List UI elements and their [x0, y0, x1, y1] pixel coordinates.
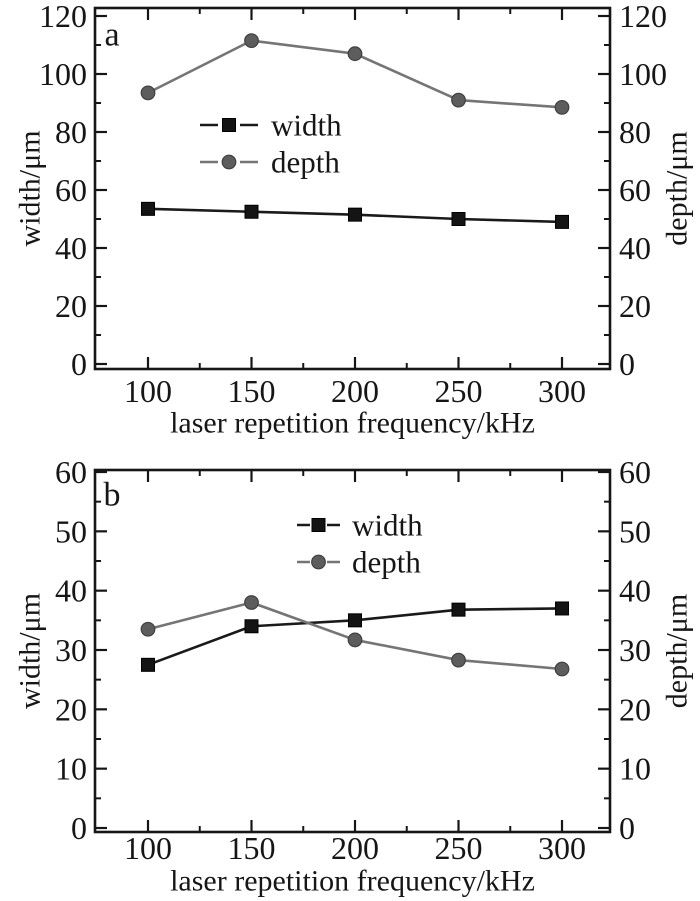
marker-depth [140, 85, 156, 101]
y-tick-label-left: 30 [55, 632, 87, 668]
marker-width [244, 619, 259, 634]
legend-marker-depth [221, 154, 237, 170]
legend-label-depth: depth [271, 145, 340, 180]
legend-marker-depth [311, 554, 326, 570]
marker-depth [347, 46, 363, 62]
y-tick-label-right: 40 [619, 230, 651, 266]
y-tick-label-left: 100 [39, 56, 87, 92]
y-tick-label-left: 50 [55, 513, 87, 549]
x-tick-label: 250 [435, 830, 483, 866]
y-axis-title-right: depth/μm [661, 131, 694, 245]
y-tick-label-left: 120 [39, 2, 87, 34]
x-tick-label: 150 [228, 373, 276, 409]
legend-marker-width [222, 118, 236, 132]
x-tick-label: 150 [228, 830, 276, 866]
y-tick-label-right: 30 [619, 632, 651, 668]
y-tick-label-right: 40 [619, 573, 651, 609]
y-tick-label-left: 10 [55, 751, 87, 787]
x-tick-label: 300 [538, 373, 586, 409]
y-tick-label-left: 40 [55, 230, 87, 266]
x-tick-label: 200 [331, 373, 379, 409]
y-axis-title-right: depth/μm [661, 594, 694, 708]
marker-width [244, 204, 259, 219]
marker-width [348, 613, 362, 628]
y-tick-label-right: 0 [619, 346, 635, 382]
y-tick-label-right: 80 [619, 114, 651, 150]
y-tick-label-left: 0 [71, 346, 87, 382]
marker-width [555, 214, 569, 229]
chart-b-svg: 100 150 200 250 300 0 0 10 10 20 20 30 30 40 40 50 50 60 6… [14, 454, 694, 898]
x-tick-label: 300 [538, 830, 586, 866]
y-tick-label-left: 80 [55, 114, 87, 150]
marker-depth [451, 652, 466, 668]
marker-width [555, 601, 569, 616]
y-tick-label-left: 40 [55, 573, 87, 609]
y-tick-label-right: 50 [619, 513, 651, 549]
y-tick-label-right: 20 [619, 691, 651, 727]
y-tick-label-right: 20 [619, 288, 651, 324]
y-tick-label-left: 20 [55, 691, 87, 727]
legend-marker-width [311, 518, 326, 532]
y-tick-label-right: 60 [619, 454, 651, 490]
y-tick-label-left: 60 [55, 454, 87, 490]
y-tick-label-right: 100 [619, 56, 667, 92]
y-tick-label-left: 20 [55, 288, 87, 324]
y-tick-label-right: 10 [619, 751, 651, 787]
y-tick-label-right: 120 [619, 2, 667, 34]
x-tick-label: 250 [435, 373, 483, 409]
marker-depth [554, 661, 570, 677]
marker-depth [451, 92, 466, 108]
marker-width [141, 657, 155, 672]
legend-label-width: width [352, 508, 423, 543]
panel-label: a [104, 17, 119, 54]
marker-depth [140, 621, 156, 637]
x-axis-title: laser repetition frequency/kHz [170, 407, 535, 440]
chart-a-svg: 100 150 200 250 300 0 0 20 20 40 40 60 60 80 80 100 100 1… [14, 2, 694, 440]
y-tick-label-right: 0 [619, 810, 635, 846]
marker-depth [244, 595, 259, 610]
y-axis-title-left: width/μm [14, 593, 47, 709]
y-tick-label-right: 60 [619, 172, 651, 208]
x-tick-label: 100 [124, 373, 172, 409]
marker-depth [244, 33, 259, 49]
marker-width [451, 602, 466, 617]
marker-depth [347, 632, 363, 648]
plot-box [93, 6, 612, 371]
legend-label-depth: depth [352, 545, 421, 580]
legend-label-width: width [271, 108, 342, 143]
marker-width [348, 207, 362, 222]
panel-label: b [104, 477, 121, 514]
marker-depth [554, 99, 570, 115]
y-tick-label-left: 0 [71, 810, 87, 846]
y-tick-label-left: 60 [55, 172, 87, 208]
y-axis-title-left: width/μm [14, 130, 47, 246]
x-tick-label: 100 [124, 830, 172, 866]
marker-width [451, 212, 466, 226]
marker-width [141, 201, 155, 216]
x-tick-label: 200 [331, 830, 379, 866]
x-axis-title: laser repetition frequency/kHz [170, 865, 535, 898]
